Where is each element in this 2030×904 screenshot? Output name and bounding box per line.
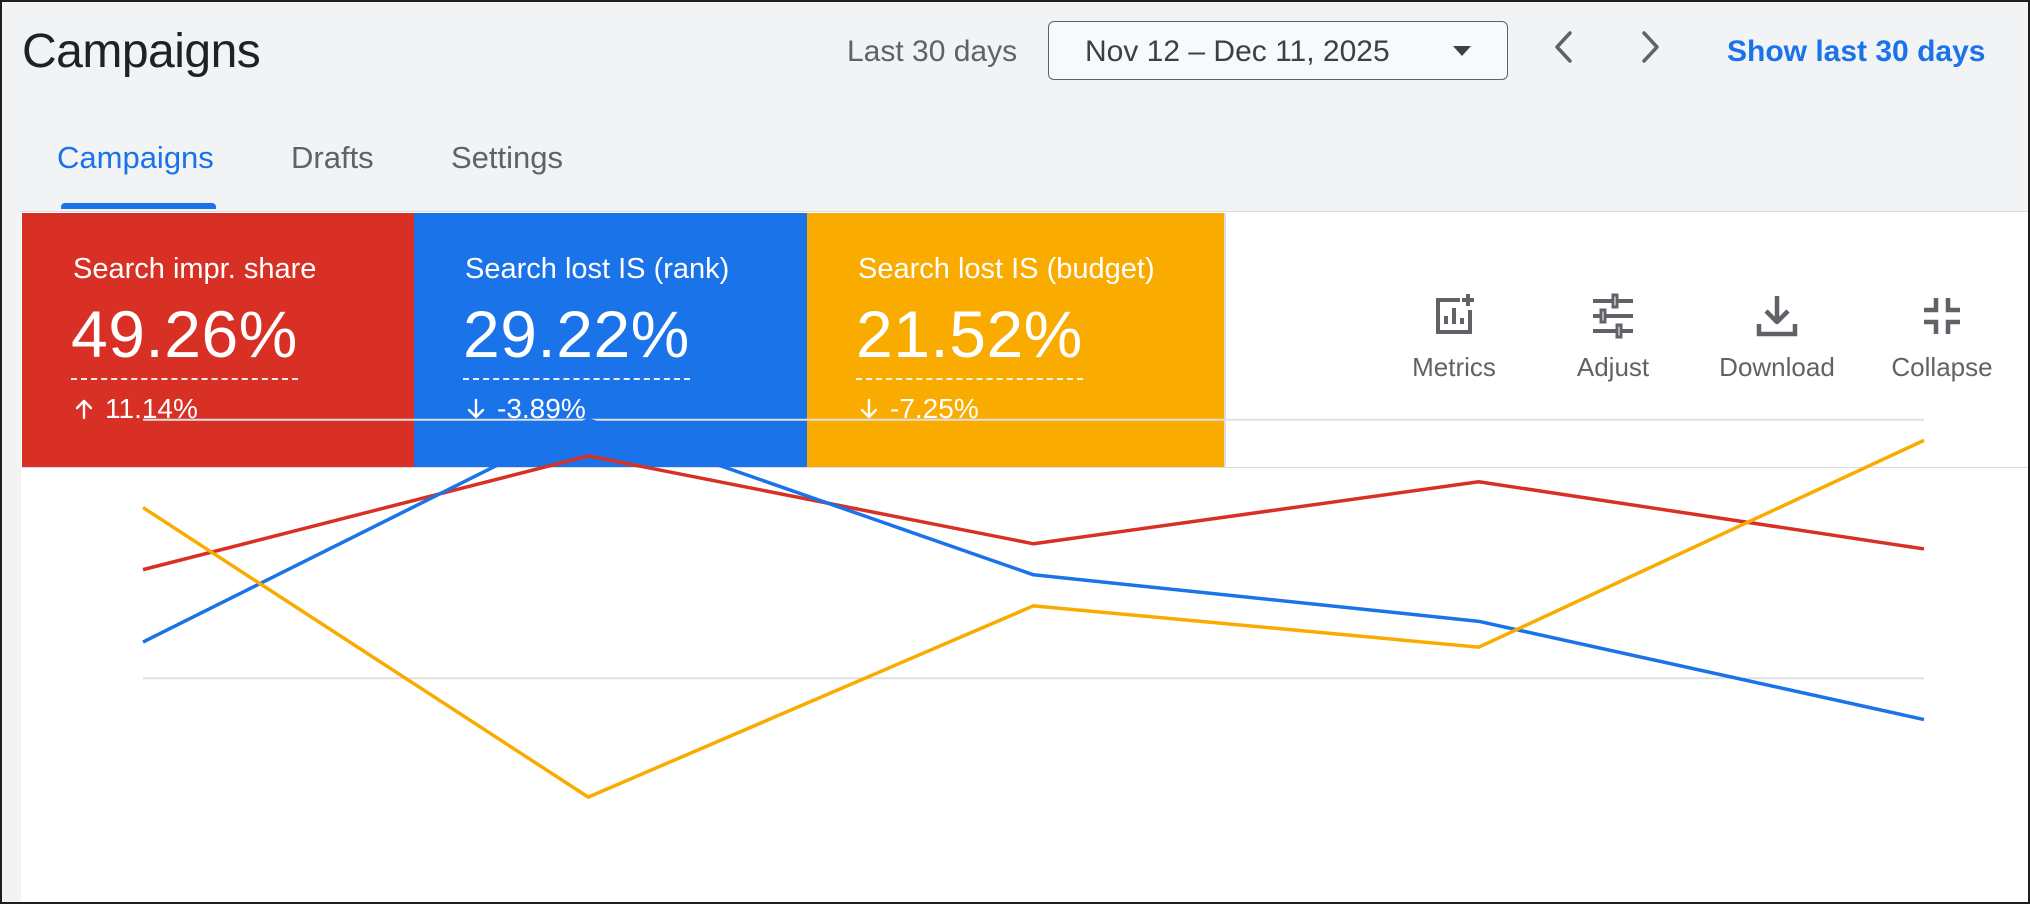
chevron-left-icon[interactable] xyxy=(1542,24,1588,70)
metrics-button-label: Metrics xyxy=(1412,352,1496,382)
metric-value: 29.22% xyxy=(463,296,690,380)
tab-drafts[interactable]: Drafts xyxy=(291,140,374,175)
collapse-button[interactable]: Collapse xyxy=(1862,292,2022,383)
date-range-label: Last 30 days xyxy=(847,35,1018,68)
download-button-label: Download xyxy=(1719,352,1835,382)
page-title: Campaigns xyxy=(22,25,261,78)
metric-change: 11.14% xyxy=(73,393,198,425)
metric-title: Search impr. share xyxy=(73,253,317,285)
arrow-down-icon xyxy=(467,398,485,419)
download-button[interactable]: Download xyxy=(1697,292,1857,383)
tab-settings[interactable]: Settings xyxy=(451,140,564,175)
metric-card-search-lost-is-rank[interactable]: Search lost IS (rank) 29.22% -3.89% xyxy=(414,213,807,467)
active-tab-indicator xyxy=(61,203,216,209)
metrics-button[interactable]: Metrics xyxy=(1374,292,1534,383)
metric-card-search-impr-share[interactable]: Search impr. share 49.26% 11.14% xyxy=(22,213,414,467)
tab-campaigns[interactable]: Campaigns xyxy=(57,140,214,175)
metric-change-value: -7.25% xyxy=(890,393,979,424)
add-chart-icon xyxy=(1436,294,1474,334)
adjust-button[interactable]: Adjust xyxy=(1533,292,1693,383)
metric-title: Search lost IS (budget) xyxy=(858,253,1155,285)
show-last-30-days-link[interactable]: Show last 30 days xyxy=(1727,35,1986,68)
date-range-value: Nov 12 – Dec 11, 2025 xyxy=(1085,35,1390,68)
metric-card-search-lost-is-budget[interactable]: Search lost IS (budget) 21.52% -7.25% xyxy=(807,213,1224,467)
card-divider xyxy=(1224,213,1226,467)
dropdown-arrow-icon xyxy=(1453,46,1471,56)
download-icon xyxy=(1756,296,1798,337)
metric-value: 49.26% xyxy=(71,296,298,380)
metric-change-value: 11.14% xyxy=(105,393,198,424)
date-range-dropdown[interactable]: Nov 12 – Dec 11, 2025 xyxy=(1048,21,1508,80)
arrow-up-icon xyxy=(75,399,93,420)
panel-divider xyxy=(22,467,2028,468)
metric-value: 21.52% xyxy=(856,296,1083,380)
metric-change: -3.89% xyxy=(465,393,586,425)
collapse-icon xyxy=(1924,298,1960,334)
metric-change: -7.25% xyxy=(858,393,979,425)
tune-icon xyxy=(1593,293,1633,339)
adjust-button-label: Adjust xyxy=(1576,352,1650,382)
metric-change-value: -3.89% xyxy=(497,393,586,424)
collapse-button-label: Collapse xyxy=(1891,352,1993,382)
metric-title: Search lost IS (rank) xyxy=(465,253,730,285)
arrow-down-icon xyxy=(860,398,878,419)
chevron-right-icon[interactable] xyxy=(1626,24,1672,70)
